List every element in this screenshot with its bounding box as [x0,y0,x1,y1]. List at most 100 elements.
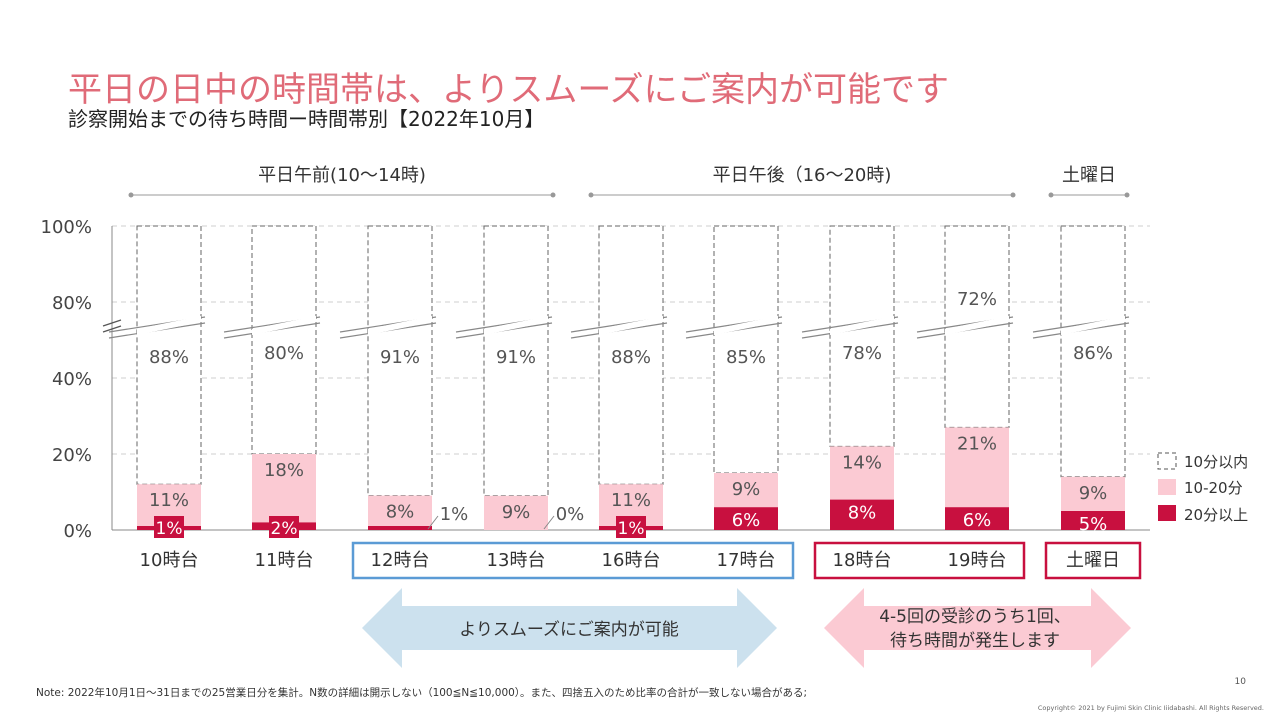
legend-label-over-20min: 20分以上 [1184,506,1248,524]
data-label-over-20min: 5% [1079,514,1108,535]
data-label-10-20min: 9% [502,502,531,523]
leader-line [427,515,439,530]
data-label-within-10min: 88% [149,347,189,368]
data-label-over-20min: 8% [848,503,877,524]
arrow-smooth-guidance: よりスムーズにご案内が可能 [362,588,777,668]
bar-break-gap [137,316,201,335]
x-tick-label: 19時台 [948,550,1007,571]
data-label-10-20min: 9% [1079,483,1108,504]
legend-swatch-within-10min [1157,452,1177,470]
axis-break-mark [102,325,122,333]
bar-segment-10-20min [368,495,432,526]
group-bracket-saturday [1048,192,1130,198]
data-label-10-20min: 14% [842,452,882,473]
bar-break-gap [368,316,432,335]
x-tick-label: 18時台 [833,550,892,571]
data-label-10-20min: 21% [957,433,997,454]
bar-segment-within-10min [483,225,549,497]
bar-break-gap [945,316,1009,335]
data-label-within-10min: 88% [611,347,651,368]
data-label-within-10min: 91% [496,347,536,368]
bar-segment-10-20min [945,427,1009,508]
y-tick-label: 20% [52,445,92,466]
data-label-over-20min: 6% [732,510,761,531]
bar-segment-within-10min [598,225,664,485]
legend-swatch-over-20min [1158,505,1176,521]
bar-break-gap [484,316,548,335]
legend-label-within-10min: 10分以内 [1184,453,1248,471]
bar-break-gap [252,316,316,335]
x-tick-label: 12時台 [371,550,430,571]
bar-segment-over-20min [945,507,1009,530]
bar-segment-over-20min [368,526,432,530]
x-tick-label: 17時台 [717,550,776,571]
bar-break-gap [714,316,778,335]
group-label-weekday-am: 平日午前(10～14時) [258,165,426,186]
category-highlight-box [351,541,795,580]
bar-segment-over-20min [1061,511,1125,530]
arrow-wait-occurs-text-2: 待ち時間が発生します [890,631,1060,651]
bar-segment-over-20min [714,507,778,530]
legend-swatch-10-20min [1158,479,1176,495]
category-highlight-box [813,541,1026,580]
data-label-within-10min: 85% [726,347,766,368]
bar-segment-10-20min [484,495,548,530]
bar-segment-within-10min [136,225,202,485]
bar-segment-10-20min [1061,476,1125,511]
data-label-over-20min: 6% [963,510,992,531]
data-label-box-over-20min [269,516,299,538]
group-label-saturday: 土曜日 [1062,165,1116,186]
bar-segment-10-20min [714,473,778,508]
bar-segment-within-10min [367,225,433,497]
group-label-weekday-pm: 平日午後（16～20時) [713,165,892,186]
bar-segment-within-10min [251,225,317,455]
x-tick-label: 16時台 [602,550,661,571]
bar-break-gap [1061,316,1125,335]
data-label-box-over-20min [616,516,646,538]
page-number: 10 [1234,677,1246,687]
page-title: 平日の日中の時間帯は、よりスムーズにご案内が可能です [68,70,949,110]
data-label-within-10min: 80% [264,343,304,364]
bar-segment-within-10min [829,225,895,447]
arrow-wait-occurs-text-1: 4-5回の受診のうち1回、 [879,607,1071,627]
footnote: Note: 2022年10月1日～31日までの25営業日分を集計。N数の詳細は開… [36,687,808,699]
data-label-10-20min: 18% [264,460,304,481]
bar-segment-within-10min [1060,225,1126,478]
data-label-10-20min: 9% [732,479,761,500]
x-tick-label: 13時台 [487,550,546,571]
bar-break-gap [830,316,894,335]
page-subtitle: 診察開始までの待ち時間ー時間帯別【2022年10月】 [68,107,545,131]
bar-break-gap [599,316,663,335]
data-label-over-20min: 0% [556,504,585,525]
data-label-within-10min: 86% [1073,343,1113,364]
group-bracket-weekday-am [128,192,556,198]
bars: 88% 11% 1% 80% 18% 2% 91% 8% 1% 91% 9% 0% 88% 11% 1% 85… [108,225,1130,539]
data-label-over-20min: 1% [156,519,183,539]
bar-segment-within-10min [713,225,779,474]
data-label-10-20min: 11% [611,490,651,511]
data-label-10-20min: 11% [149,490,189,511]
bar-segment-over-20min [830,499,894,530]
y-tick-label: 0% [63,521,92,542]
data-label-over-20min: 1% [618,519,645,539]
category-highlight-box [1044,541,1142,580]
data-label-within-10min: 91% [380,347,420,368]
x-tick-label: 11時台 [255,550,314,571]
x-tick-label: 土曜日 [1066,550,1120,571]
group-bracket-weekday-pm [588,192,1016,198]
data-label-box-over-20min [154,516,184,538]
axis-break-mark [102,319,122,327]
bar-segment-10-20min [830,446,894,500]
leader-line [543,515,555,530]
data-label-within-10min: 78% [842,343,882,364]
arrow-wait-occurs: 4-5回の受診のうち1回、 待ち時間が発生します [824,588,1131,668]
data-label-over-20min: 1% [440,504,469,525]
arrow-smooth-guidance-text: よりスムーズにご案内が可能 [459,620,678,640]
y-tick-label: 40% [52,369,92,390]
data-label-within-10min: 72% [957,289,997,310]
y-tick-label: 80% [52,293,92,314]
x-axis-labels: 10時台 11時台 12時台 13時台 16時台 17時台 18時台 19時台 土曜日 [140,541,1142,580]
copyright: Copyright© 2021 by Fujimi Skin Clinic Ii… [1037,704,1264,712]
data-label-over-20min: 2% [271,519,298,539]
